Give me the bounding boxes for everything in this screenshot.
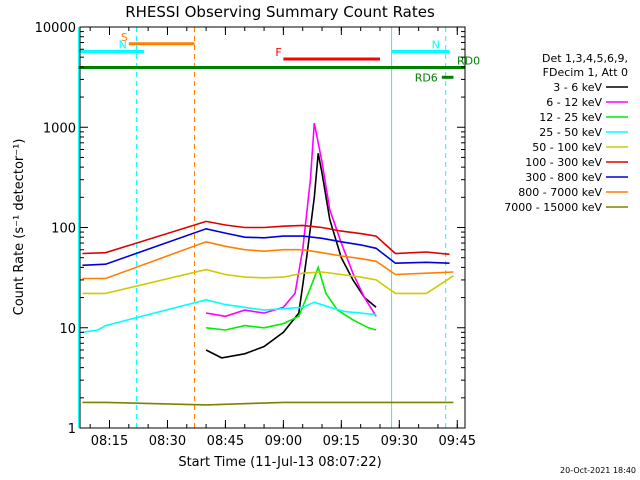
- legend-header-line-1: Det 1,3,4,5,6,9,: [542, 52, 628, 65]
- legend-label-3: 25 - 50 keV: [539, 126, 602, 139]
- series-line-7: [82, 240, 454, 280]
- legend-label-2: 12 - 25 keV: [539, 111, 602, 124]
- x-tick-label-3: 09:00: [265, 434, 302, 449]
- x-tick-label-4: 09:15: [323, 434, 360, 449]
- x-tick-label-0: 08:15: [91, 434, 128, 449]
- status-bar-label-3: F: [275, 46, 281, 59]
- legend-label-4: 50 - 100 keV: [532, 141, 602, 154]
- series-line-4: [82, 268, 454, 295]
- x-tick-label-1: 08:30: [149, 434, 186, 449]
- status-bar-label-2: N: [432, 38, 440, 51]
- footer-timestamp: 20-Oct-2021 18:40: [560, 466, 636, 475]
- status-bar-label-5: RD6: [415, 71, 438, 84]
- series-line-3: [82, 298, 377, 334]
- series-line-0: [205, 153, 377, 359]
- chart-title: RHESSI Observing Summary Count Rates: [125, 3, 435, 21]
- legend: Det 1,3,4,5,6,9, FDecim 1, Att 0 3 - 6 k…: [504, 52, 628, 214]
- y-tick-label-1: 10: [59, 322, 76, 337]
- series-line-8: [82, 401, 454, 406]
- legend-label-1: 6 - 12 keV: [546, 96, 602, 109]
- series-line-6: [82, 227, 450, 267]
- series-line-2: [206, 264, 377, 331]
- status-bar-label-1: N: [119, 38, 127, 51]
- x-axis-label: Start Time (11-Jul-13 08:07:22): [178, 455, 381, 470]
- y-tick-label-4: 10000: [35, 21, 76, 36]
- legend-label-0: 3 - 6 keV: [553, 81, 602, 94]
- status-bar-label-0: S: [121, 31, 128, 44]
- x-tick-label-5: 09:30: [381, 434, 418, 449]
- x-tick-label-6: 09:45: [439, 434, 476, 449]
- legend-label-5: 100 - 300 keV: [525, 156, 602, 169]
- y-tick-label-0: 1: [68, 422, 76, 437]
- series-line-5: [82, 220, 450, 256]
- y-axis-label: Count Rate (s⁻¹ detector⁻¹): [12, 139, 27, 316]
- y-axis: 1 10 100 1000 10000: [35, 21, 465, 437]
- series-line-1: [205, 122, 377, 318]
- y-tick-label-2: 100: [51, 222, 76, 237]
- legend-label-7: 800 - 7000 keV: [518, 186, 602, 199]
- legend-header-line-2: FDecim 1, Att 0: [543, 66, 628, 79]
- x-tick-label-2: 08:45: [207, 434, 244, 449]
- legend-label-8: 7000 - 15000 keV: [504, 201, 602, 214]
- legend-label-6: 300 - 800 keV: [525, 171, 602, 184]
- y-tick-label-3: 1000: [43, 121, 76, 136]
- x-axis: 08:15 08:30 08:45 09:00 09:15 09:30 09:45: [89, 27, 476, 449]
- status-bar-label-4: RD0: [457, 54, 480, 67]
